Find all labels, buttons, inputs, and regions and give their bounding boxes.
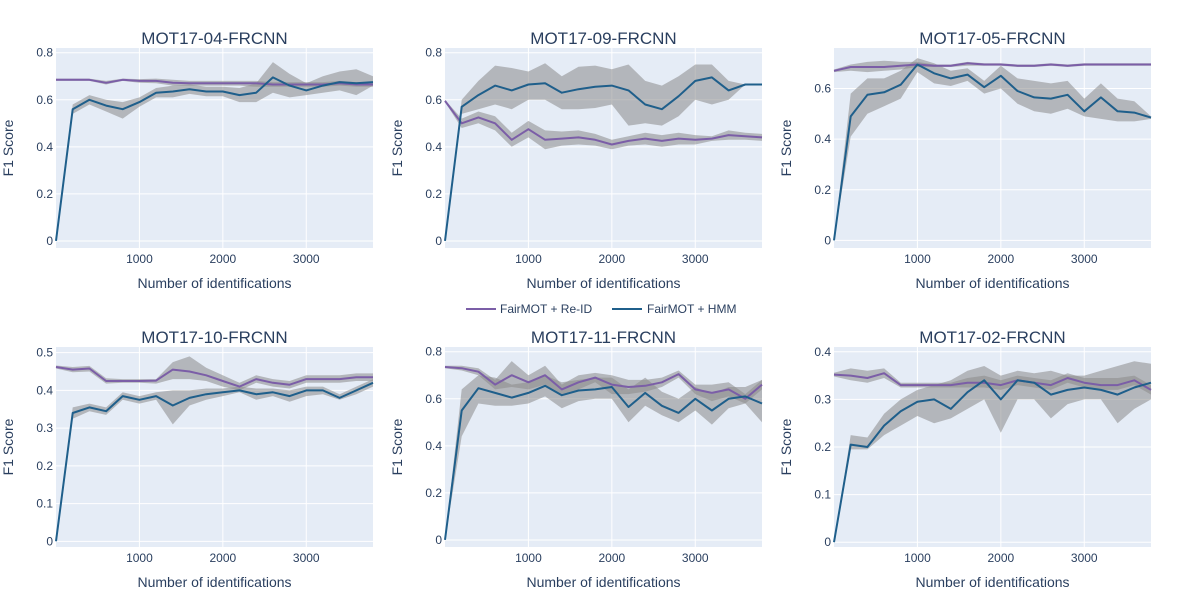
x-tick-label: 1000 — [126, 551, 153, 565]
x-tick-label: 1000 — [904, 252, 931, 266]
x-tick-label: 2000 — [598, 551, 625, 565]
y-tick-label: 0.8 — [425, 46, 442, 60]
y-axis-label: F1 Score — [0, 418, 16, 475]
x-tick-label: 3000 — [1071, 252, 1098, 266]
chart-panel: 0 0.2 0.4 0.6 0.8 1000 2000 3000 MOT17-11-FRCNN N… — [389, 328, 763, 590]
chart-title: MOT17-02-FRCNN — [919, 328, 1065, 347]
y-tick-label: 0.4 — [425, 439, 442, 453]
confidence-band-reid — [445, 99, 762, 150]
y-axis-label: F1 Score — [778, 119, 794, 176]
y-tick-label: 0 — [435, 234, 442, 248]
confidence-band-hmm — [445, 63, 762, 241]
y-tick-label: 0.4 — [425, 140, 442, 154]
y-axis-label: F1 Score — [389, 119, 405, 176]
x-axis-label: Number of identifications — [526, 275, 680, 291]
series-line-hmm — [444, 384, 763, 541]
x-tick-label: 2000 — [598, 252, 625, 266]
legend-label-reid: FairMOT + Re-ID — [500, 302, 592, 316]
y-tick-label: 0 — [435, 533, 442, 547]
chart-panel: 0 0.1 0.2 0.3 0.4 0.5 1000 2000 3000 MOT17-10-FRC… — [0, 328, 374, 590]
series-line-reid — [444, 366, 763, 400]
chart-title: MOT17-09-FRCNN — [530, 29, 676, 48]
legend-label-hmm: FairMOT + HMM — [647, 302, 736, 316]
y-tick-label: 0.4 — [36, 140, 53, 154]
series-line-hmm — [55, 381, 374, 542]
y-tick-label: 0.2 — [425, 486, 442, 500]
chart-panel: 0 0.1 0.2 0.3 0.4 1000 2000 3000 MOT17-02-FRCNN N… — [778, 328, 1152, 590]
x-axis-label: Number of identifications — [915, 275, 1069, 291]
y-tick-label: 0 — [824, 233, 831, 247]
series-line-reid — [833, 372, 1152, 391]
y-tick-label: 0.4 — [36, 383, 53, 397]
x-tick-label: 1000 — [515, 551, 542, 565]
x-axis-label: Number of identifications — [915, 574, 1069, 590]
series-line-reid — [55, 366, 373, 388]
y-tick-label: 0.8 — [425, 345, 442, 359]
charts: 0 0.2 0.4 0.6 0.8 1000 2000 3000 MOT17-04-FRCNN N… — [0, 29, 1152, 590]
y-tick-label: 0.2 — [36, 187, 53, 201]
y-tick-label: 0.3 — [814, 392, 831, 406]
legend[interactable]: FairMOT + Re-ID FairMOT + HMM — [466, 302, 736, 316]
chart-panel: 0 0.2 0.4 0.6 0.8 1000 2000 3000 MOT17-09-FRCNN N… — [389, 29, 763, 291]
x-tick-label: 3000 — [682, 252, 709, 266]
series-line-hmm — [833, 379, 1152, 543]
x-tick-label: 2000 — [209, 252, 236, 266]
x-tick-label: 3000 — [682, 551, 709, 565]
x-tick-label: 2000 — [987, 252, 1014, 266]
y-axis-label: F1 Score — [389, 418, 405, 475]
y-tick-label: 0 — [46, 534, 53, 548]
confidence-band-hmm — [56, 62, 373, 241]
y-tick-label: 0.6 — [425, 93, 442, 107]
y-tick-label: 0.2 — [814, 440, 831, 454]
y-tick-label: 0 — [824, 535, 831, 549]
y-tick-label: 0.8 — [36, 46, 53, 60]
y-tick-label: 0.2 — [814, 183, 831, 197]
x-tick-label: 1000 — [126, 252, 153, 266]
x-tick-label: 3000 — [293, 252, 320, 266]
y-tick-label: 0.3 — [36, 421, 53, 435]
x-tick-label: 2000 — [209, 551, 236, 565]
x-tick-label: 1000 — [515, 252, 542, 266]
y-tick-label: 0.4 — [814, 132, 831, 146]
chart-panel: 0 0.2 0.4 0.6 0.8 1000 2000 3000 MOT17-04-FRCNN N… — [0, 29, 374, 291]
x-axis-label: Number of identifications — [526, 574, 680, 590]
confidence-band-hmm — [445, 375, 762, 540]
y-tick-label: 0.6 — [36, 93, 53, 107]
chart-title: MOT17-04-FRCNN — [141, 29, 287, 48]
x-axis-label: Number of identifications — [137, 275, 291, 291]
x-tick-label: 3000 — [293, 551, 320, 565]
y-tick-label: 0.1 — [36, 497, 53, 511]
y-tick-label: 0.6 — [425, 392, 442, 406]
y-tick-label: 0.2 — [36, 459, 53, 473]
series-line-reid — [833, 62, 1151, 72]
confidence-band-hmm — [834, 58, 1151, 241]
y-tick-label: 0.4 — [814, 345, 831, 359]
chart-title: MOT17-10-FRCNN — [141, 328, 287, 347]
x-tick-label: 2000 — [987, 551, 1014, 565]
x-tick-label: 1000 — [904, 551, 931, 565]
chart-title: MOT17-11-FRCNN — [531, 328, 676, 347]
y-tick-label: 0.6 — [814, 82, 831, 96]
series-line-reid — [444, 100, 763, 146]
y-axis-label: F1 Score — [778, 418, 794, 475]
x-axis-label: Number of identifications — [137, 574, 291, 590]
series-line-hmm — [833, 63, 1152, 241]
y-tick-label: 0 — [46, 234, 53, 248]
y-axis-label: F1 Score — [0, 119, 16, 176]
series-line-reid — [56, 78, 373, 86]
series-line-hmm — [444, 76, 762, 242]
series-line-hmm — [55, 76, 374, 242]
y-tick-label: 0.1 — [814, 488, 831, 502]
confidence-band-hmm — [834, 361, 1151, 543]
confidence-band-hmm — [56, 379, 373, 542]
y-tick-label: 0.2 — [425, 187, 442, 201]
x-tick-label: 3000 — [1071, 551, 1098, 565]
chart-panel: 0 0.2 0.4 0.6 1000 2000 3000 MOT17-05-FRCNN Numb… — [778, 29, 1152, 291]
chart-title: MOT17-05-FRCNN — [919, 29, 1065, 48]
y-tick-label: 0.5 — [36, 346, 53, 360]
